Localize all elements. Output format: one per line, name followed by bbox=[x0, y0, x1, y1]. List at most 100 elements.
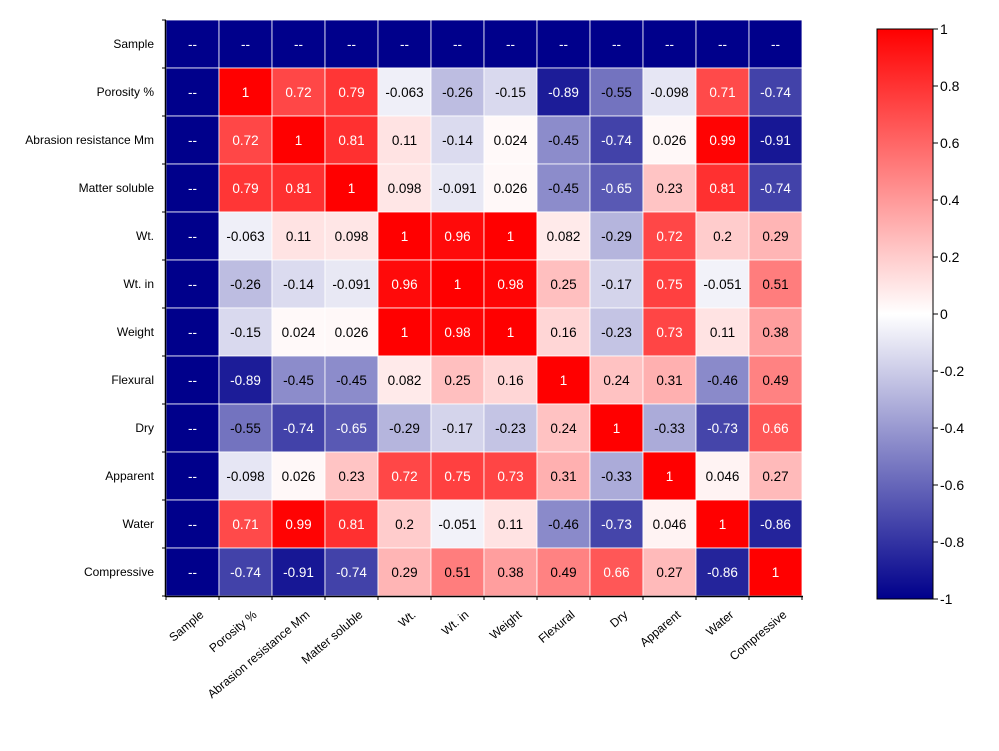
cell-value-label: 0.046 bbox=[706, 469, 740, 484]
cell-value-label: 0.24 bbox=[550, 421, 577, 436]
colorbar-tick-label: -0.8 bbox=[940, 534, 964, 550]
cell-value-label: 0.38 bbox=[497, 565, 523, 580]
cell-value-label: -0.33 bbox=[654, 421, 685, 436]
row-label: Water bbox=[122, 517, 154, 531]
heatmap-cell bbox=[589, 163, 644, 213]
column-label: Apparent bbox=[637, 607, 684, 649]
cell-value-label: -0.74 bbox=[760, 85, 791, 100]
heatmap-cell bbox=[377, 115, 432, 165]
heatmap-cell bbox=[165, 355, 220, 405]
cell-value-label: -0.17 bbox=[442, 421, 473, 436]
cell-value-label: 0.75 bbox=[656, 277, 682, 292]
heatmap-cell bbox=[218, 403, 273, 453]
heatmap-cell bbox=[695, 403, 750, 453]
cell-value-label: 1 bbox=[401, 325, 409, 340]
heatmap-cell bbox=[430, 403, 485, 453]
cell-value-label: -0.15 bbox=[230, 325, 261, 340]
row-label: Wt. in bbox=[123, 277, 154, 291]
cell-value-label: 0.024 bbox=[494, 133, 528, 148]
cell-value-label: 1 bbox=[719, 517, 727, 532]
row-label: Apparent bbox=[105, 469, 154, 483]
cell-value-label: 0.25 bbox=[550, 277, 576, 292]
cell-value-label: 0.49 bbox=[762, 373, 788, 388]
cell-value-label: 0.082 bbox=[547, 229, 581, 244]
heatmap-cell bbox=[483, 451, 538, 501]
cell-value-label: 0.2 bbox=[395, 517, 414, 532]
heatmap-cell bbox=[430, 19, 485, 69]
cell-value-label: 0.99 bbox=[285, 517, 311, 532]
cell-value-label: -- bbox=[347, 37, 356, 52]
cell-value-label: 0.024 bbox=[282, 325, 316, 340]
heatmap-cell bbox=[271, 403, 326, 453]
heatmap-cell bbox=[589, 307, 644, 357]
cell-value-label: -- bbox=[188, 277, 197, 292]
cell-value-label: 0.72 bbox=[391, 469, 417, 484]
cell-value-label: 0.16 bbox=[497, 373, 523, 388]
heatmap-cell bbox=[642, 307, 697, 357]
colorbar-tick-label: 0.8 bbox=[940, 78, 960, 94]
heatmap-cell bbox=[483, 547, 538, 597]
heatmap-cell bbox=[430, 163, 485, 213]
column-label: Dry bbox=[607, 608, 630, 631]
cell-value-label: 0.31 bbox=[656, 373, 682, 388]
heatmap-cell bbox=[218, 211, 273, 261]
cell-value-label: 1 bbox=[454, 277, 462, 292]
cell-value-label: 0.66 bbox=[603, 565, 629, 580]
heatmap-cell bbox=[483, 307, 538, 357]
cell-value-label: -0.26 bbox=[442, 85, 473, 100]
cell-value-label: 0.026 bbox=[282, 469, 316, 484]
cell-value-label: -0.46 bbox=[707, 373, 738, 388]
heatmap-cell bbox=[589, 67, 644, 117]
heatmap-cell bbox=[483, 355, 538, 405]
row-label: Abrasion resistance Mm bbox=[25, 133, 154, 147]
cell-value-label: -0.23 bbox=[601, 325, 632, 340]
cell-value-label: 0.49 bbox=[550, 565, 576, 580]
cell-value-label: -0.45 bbox=[548, 181, 579, 196]
heatmap-cell bbox=[748, 307, 803, 357]
cell-value-label: 1 bbox=[401, 229, 409, 244]
cell-value-label: 0.046 bbox=[653, 517, 687, 532]
cell-value-label: -0.091 bbox=[332, 277, 370, 292]
heatmap-cell bbox=[430, 307, 485, 357]
column-label: Sample bbox=[166, 607, 206, 644]
heatmap-cell bbox=[695, 451, 750, 501]
cell-value-label: 0.96 bbox=[444, 229, 470, 244]
cell-value-label: -0.051 bbox=[703, 277, 741, 292]
heatmap-cell bbox=[695, 499, 750, 549]
cell-value-label: -0.89 bbox=[230, 373, 261, 388]
cell-value-label: 0.11 bbox=[392, 133, 417, 148]
colorbar-ticks: 1 0.8 0.6 0.4 0.2 0 -0.2 -0.4 -0.6 -0.8 -1 bbox=[933, 21, 964, 607]
cell-value-label: -- bbox=[188, 85, 197, 100]
cell-value-label: -0.063 bbox=[226, 229, 264, 244]
heatmap-cell bbox=[536, 403, 591, 453]
heatmap-cell bbox=[642, 451, 697, 501]
heatmap-cell bbox=[377, 355, 432, 405]
heatmap-cell bbox=[218, 307, 273, 357]
cell-value-label: -0.29 bbox=[601, 229, 632, 244]
cell-value-label: -0.74 bbox=[601, 133, 632, 148]
cell-value-label: 0.098 bbox=[388, 181, 422, 196]
heatmap-cell bbox=[377, 67, 432, 117]
heatmap-cell bbox=[642, 355, 697, 405]
cell-value-label: 0.11 bbox=[286, 229, 311, 244]
heatmap-cell bbox=[271, 499, 326, 549]
cell-value-label: -- bbox=[400, 37, 409, 52]
colorbar-tick-label: -0.2 bbox=[940, 363, 964, 379]
heatmap-cell bbox=[483, 499, 538, 549]
cell-value-label: -- bbox=[506, 37, 515, 52]
row-labels: Sample Porosity % Abrasion resistance Mm Ma… bbox=[25, 37, 154, 579]
heatmap-cell bbox=[748, 259, 803, 309]
cell-value-label: 0.99 bbox=[709, 133, 735, 148]
cell-value-label: -- bbox=[188, 373, 197, 388]
heatmap-cell bbox=[324, 307, 379, 357]
cell-value-label: -- bbox=[771, 37, 780, 52]
cell-value-label: 0.81 bbox=[709, 181, 735, 196]
cell-value-label: -0.098 bbox=[226, 469, 264, 484]
heatmap-cell bbox=[695, 163, 750, 213]
heatmap-cell bbox=[218, 499, 273, 549]
colorbar: 1 0.8 0.6 0.4 0.2 0 -0.2 -0.4 -0.6 -0.8 -1 bbox=[876, 21, 964, 607]
heatmap-cell bbox=[483, 67, 538, 117]
heatmap-cell bbox=[483, 163, 538, 213]
heatmap-cell bbox=[324, 19, 379, 69]
heatmap-cell bbox=[748, 403, 803, 453]
